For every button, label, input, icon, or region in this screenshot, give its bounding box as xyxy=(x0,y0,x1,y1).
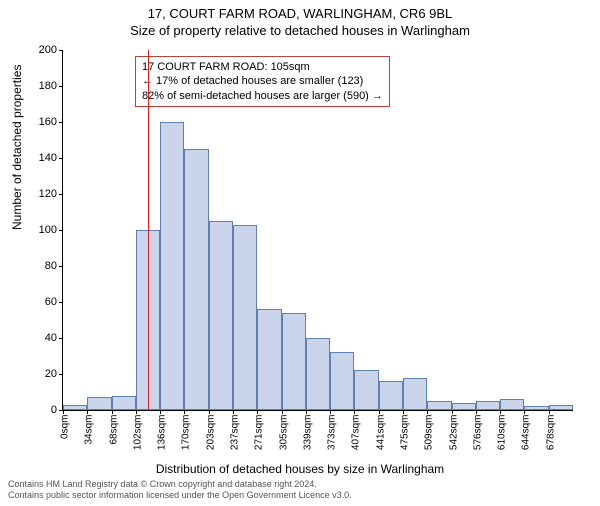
x-axis-label: Distribution of detached houses by size … xyxy=(0,462,600,476)
y-tick-mark xyxy=(59,50,63,51)
x-tick-label: 678sqm xyxy=(545,415,556,465)
info-line-1: 17 COURT FARM ROAD: 105sqm xyxy=(142,60,383,74)
x-tick-mark xyxy=(476,410,477,414)
chart-area: 17 COURT FARM ROAD: 105sqm ← 17% of deta… xyxy=(62,50,572,410)
y-tick-mark xyxy=(59,338,63,339)
x-tick-mark xyxy=(209,410,210,414)
y-tick-label: 180 xyxy=(23,80,57,92)
x-tick-mark xyxy=(500,410,501,414)
x-tick-label: 170sqm xyxy=(181,415,192,465)
chart-title-subtitle: Size of property relative to detached ho… xyxy=(0,23,600,38)
x-tick-label: 305sqm xyxy=(278,415,289,465)
reference-line xyxy=(148,50,149,410)
histogram-bar xyxy=(209,221,233,410)
x-tick-mark xyxy=(63,410,64,414)
y-tick-label: 200 xyxy=(23,44,57,56)
footer-attribution: Contains HM Land Registry data © Crown c… xyxy=(8,479,352,502)
histogram-bar xyxy=(524,406,548,410)
x-tick-mark xyxy=(233,410,234,414)
histogram-bar xyxy=(112,396,136,410)
y-tick-mark xyxy=(59,122,63,123)
y-tick-label: 20 xyxy=(23,368,57,380)
y-tick-label: 100 xyxy=(23,224,57,236)
x-tick-label: 34sqm xyxy=(84,415,95,465)
x-tick-label: 542sqm xyxy=(448,415,459,465)
histogram-bar xyxy=(354,370,378,410)
x-tick-mark xyxy=(87,410,88,414)
plot-region: 17 COURT FARM ROAD: 105sqm ← 17% of deta… xyxy=(62,50,573,411)
x-tick-label: 203sqm xyxy=(205,415,216,465)
histogram-bar xyxy=(282,313,306,410)
x-tick-label: 102sqm xyxy=(132,415,143,465)
x-tick-mark xyxy=(257,410,258,414)
x-tick-label: 610sqm xyxy=(497,415,508,465)
y-tick-mark xyxy=(59,158,63,159)
y-tick-mark xyxy=(59,266,63,267)
y-tick-label: 120 xyxy=(23,188,57,200)
x-tick-label: 576sqm xyxy=(472,415,483,465)
histogram-bar xyxy=(330,352,354,410)
chart-title-address: 17, COURT FARM ROAD, WARLINGHAM, CR6 9BL xyxy=(0,6,600,21)
y-tick-label: 160 xyxy=(23,116,57,128)
x-tick-mark xyxy=(379,410,380,414)
histogram-bar xyxy=(160,122,184,410)
x-tick-mark xyxy=(452,410,453,414)
info-line-3: 82% of semi-detached houses are larger (… xyxy=(142,89,383,103)
histogram-bar xyxy=(87,397,111,410)
y-tick-mark xyxy=(59,194,63,195)
histogram-bar xyxy=(403,378,427,410)
histogram-bar xyxy=(452,403,476,410)
x-tick-label: 644sqm xyxy=(521,415,532,465)
x-tick-label: 237sqm xyxy=(230,415,241,465)
x-tick-mark xyxy=(112,410,113,414)
y-tick-mark xyxy=(59,302,63,303)
x-tick-mark xyxy=(184,410,185,414)
footer-line-2: Contains public sector information licen… xyxy=(8,490,352,502)
histogram-bar xyxy=(184,149,208,410)
histogram-bar xyxy=(500,399,524,410)
y-tick-label: 0 xyxy=(23,404,57,416)
histogram-bar xyxy=(233,225,257,410)
x-tick-label: 0sqm xyxy=(60,415,71,465)
x-tick-mark xyxy=(306,410,307,414)
x-tick-mark xyxy=(354,410,355,414)
histogram-bar xyxy=(306,338,330,410)
footer-line-1: Contains HM Land Registry data © Crown c… xyxy=(8,479,352,491)
y-tick-mark xyxy=(59,86,63,87)
histogram-bar xyxy=(549,405,573,410)
y-tick-label: 140 xyxy=(23,152,57,164)
x-tick-mark xyxy=(136,410,137,414)
info-annotation-box: 17 COURT FARM ROAD: 105sqm ← 17% of deta… xyxy=(135,56,390,107)
x-tick-label: 136sqm xyxy=(157,415,168,465)
x-tick-mark xyxy=(330,410,331,414)
x-tick-label: 407sqm xyxy=(351,415,362,465)
histogram-bar xyxy=(476,401,500,410)
x-tick-label: 475sqm xyxy=(400,415,411,465)
x-tick-mark xyxy=(160,410,161,414)
x-tick-label: 441sqm xyxy=(375,415,386,465)
histogram-bar xyxy=(379,381,403,410)
y-tick-label: 40 xyxy=(23,332,57,344)
histogram-bar xyxy=(257,309,281,410)
y-axis-label: Number of detached properties xyxy=(10,65,24,230)
x-tick-label: 271sqm xyxy=(254,415,265,465)
y-tick-mark xyxy=(59,230,63,231)
y-tick-mark xyxy=(59,374,63,375)
x-tick-label: 509sqm xyxy=(424,415,435,465)
y-tick-label: 60 xyxy=(23,296,57,308)
info-line-2: ← 17% of detached houses are smaller (12… xyxy=(142,74,383,88)
x-tick-mark xyxy=(403,410,404,414)
x-tick-mark xyxy=(524,410,525,414)
x-tick-mark xyxy=(549,410,550,414)
histogram-bar xyxy=(63,405,87,410)
histogram-bar xyxy=(427,401,451,410)
chart-container: 17, COURT FARM ROAD, WARLINGHAM, CR6 9BL… xyxy=(0,6,600,506)
x-tick-mark xyxy=(282,410,283,414)
x-tick-label: 68sqm xyxy=(108,415,119,465)
x-tick-mark xyxy=(427,410,428,414)
y-tick-label: 80 xyxy=(23,260,57,272)
x-tick-label: 339sqm xyxy=(302,415,313,465)
x-tick-label: 373sqm xyxy=(327,415,338,465)
